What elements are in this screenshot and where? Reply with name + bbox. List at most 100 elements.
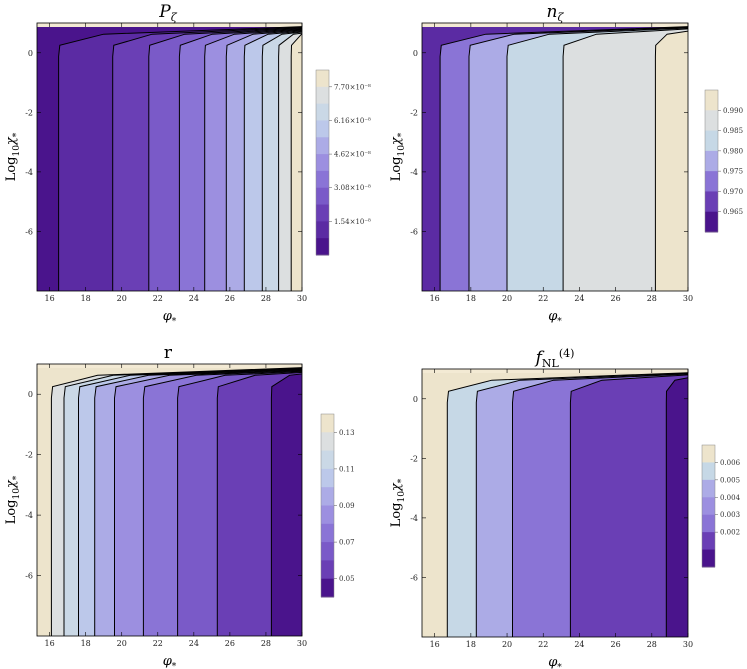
colorbar-label: 0.11 xyxy=(339,465,355,473)
colorbar-swatch xyxy=(705,150,718,172)
x-tick-label: 24 xyxy=(189,294,199,303)
contour-band xyxy=(507,28,688,291)
contour-band xyxy=(278,33,302,291)
contour-band xyxy=(570,374,688,637)
contour-line xyxy=(512,373,688,637)
contour-line xyxy=(78,368,302,636)
colorbar-swatch xyxy=(705,171,718,192)
colorbar-swatch xyxy=(702,497,715,516)
colorbar-swatch xyxy=(705,110,718,132)
x-tick-label: 28 xyxy=(647,640,657,649)
colorbar-label: 3.08×10⁻⁸ xyxy=(334,184,371,192)
colorbar-label: 0.005 xyxy=(720,476,740,484)
colorbar-label: 1.54×10⁻⁸ xyxy=(334,218,371,226)
colorbar: 0.990 0.985 0.980 0.975 0.970 0.965 xyxy=(704,89,743,233)
colorbar-swatch xyxy=(321,560,334,580)
contour-band xyxy=(440,26,688,291)
y-tick-label: -6 xyxy=(25,227,33,236)
contour-line xyxy=(142,370,302,636)
contour-line xyxy=(278,32,302,291)
x-tick-label: 26 xyxy=(225,639,235,648)
colorbar-swatch xyxy=(316,103,329,121)
contour-line xyxy=(112,26,302,291)
contour-band xyxy=(271,373,302,636)
colorbar-label: 0.980 xyxy=(723,147,743,155)
colorbar-swatch xyxy=(705,191,718,213)
x-tick-label: 18 xyxy=(466,294,476,303)
x-tick-label: 20 xyxy=(117,639,127,648)
x-axis-label: φ* xyxy=(163,654,177,669)
colorbar-label: 0.002 xyxy=(720,529,740,537)
contour-line xyxy=(204,29,302,291)
x-tick-label: 30 xyxy=(297,294,307,303)
panel-power-spectrum: 16 18 20 22 24 26 28 30 0 -2 -4 -6 Pζ φ* Log10χ* 7.70×1… xyxy=(4,2,371,327)
x-tick-label: 24 xyxy=(189,639,199,648)
colorbar: 7.70×10⁻⁸ 6.16×10⁻⁸ 4.62×10⁻⁸ 3.08×10⁻⁸ 1.54… xyxy=(315,69,371,256)
contour-line xyxy=(475,372,688,637)
contour-line xyxy=(506,27,688,291)
colorbar-label: 0.09 xyxy=(339,502,355,510)
contour-line xyxy=(270,373,302,636)
colorbar-swatch xyxy=(705,90,718,111)
contour-region xyxy=(422,23,688,291)
x-tick-label: 18 xyxy=(466,640,476,649)
contour-line xyxy=(148,27,302,291)
colorbar-swatch xyxy=(702,479,715,498)
y-tick-label: -4 xyxy=(410,168,418,177)
colorbar: 0.006 0.005 0.004 0.003 0.002 xyxy=(701,444,741,568)
contour-band xyxy=(655,31,688,291)
colorbar-label: 6.16×10⁻⁸ xyxy=(334,117,371,125)
y-tick-label: -4 xyxy=(410,514,418,523)
contour-region xyxy=(37,364,302,636)
colorbar-swatch xyxy=(702,445,715,463)
y-tick-label: -2 xyxy=(25,451,33,460)
colorbar-label: 0.006 xyxy=(720,459,741,467)
colorbar-swatch xyxy=(321,450,334,470)
y-tick-label: -6 xyxy=(410,573,418,582)
colorbar-label: 0.970 xyxy=(723,188,743,196)
top-strip xyxy=(37,23,302,27)
colorbar-label: 4.62×10⁻⁸ xyxy=(334,151,371,159)
panel-title: nζ xyxy=(547,2,565,24)
contour-band xyxy=(177,371,302,636)
contour-line xyxy=(94,368,302,636)
x-tick-label: 16 xyxy=(430,294,440,303)
colorbar-swatch xyxy=(316,86,329,105)
contour-band xyxy=(469,27,688,291)
colorbar-label: 0.05 xyxy=(339,575,355,583)
colorbar-label: 0.985 xyxy=(723,127,743,135)
contour-line xyxy=(654,30,688,291)
x-tick-label: 28 xyxy=(261,294,271,303)
colorbar-swatch xyxy=(702,462,715,481)
colorbar-swatch xyxy=(321,578,334,598)
x-tick-label: 16 xyxy=(430,640,440,649)
colorbar-label: 0.07 xyxy=(339,539,355,547)
colorbar-label: 0.975 xyxy=(723,168,743,176)
contour-band xyxy=(112,27,302,291)
x-tick-label: 22 xyxy=(538,640,548,649)
contour-line xyxy=(114,369,302,636)
contour-band xyxy=(217,372,302,636)
y-tick-label: 0 xyxy=(28,49,33,58)
colorbar: 0.13 0.11 0.09 0.07 0.05 xyxy=(320,413,355,598)
plot-frame xyxy=(421,22,689,292)
contour-line xyxy=(468,26,688,291)
panel-title: fNL(4) xyxy=(534,347,575,370)
x-tick-label: 24 xyxy=(574,640,584,649)
y-tick-label: -6 xyxy=(25,572,33,581)
contour-line xyxy=(562,28,688,291)
colorbar-frame xyxy=(704,89,719,233)
colorbar-swatch xyxy=(321,414,334,433)
colorbar-frame xyxy=(315,69,330,256)
contour-band xyxy=(291,34,302,291)
x-tick-label: 16 xyxy=(45,294,55,303)
x-tick-label: 30 xyxy=(683,294,693,303)
x-tick-label: 28 xyxy=(647,294,657,303)
panel-fnl: 16 18 20 22 24 26 28 30 0 -2 -4 -6 fNL(4) φ* Log10χ* 0.… xyxy=(389,347,741,669)
colorbar-swatch xyxy=(316,70,329,88)
contour-band xyxy=(244,31,302,291)
colorbar-swatch xyxy=(702,514,715,533)
colorbar-swatch xyxy=(705,211,718,233)
y-tick-label: -6 xyxy=(410,227,418,236)
top-strip xyxy=(422,23,688,27)
